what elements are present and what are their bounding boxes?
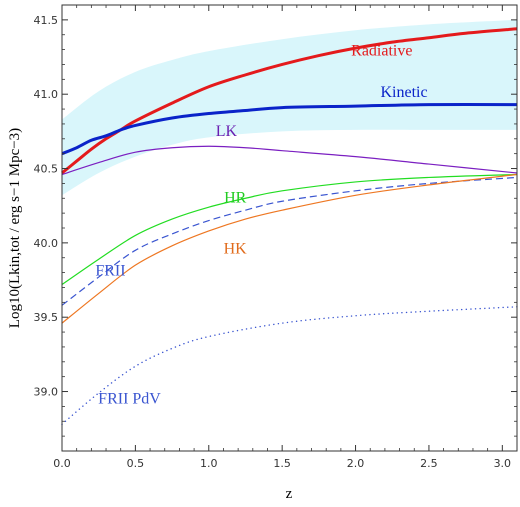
x-axis-label: z [286, 486, 293, 502]
x-tick-label: 0.0 [53, 457, 71, 470]
y-tick-label: 40.0 [34, 237, 59, 250]
series-label-frii-pdv: FRII PdV [98, 390, 161, 407]
series-line-radiative [61, 27, 518, 175]
series-annotations: Radiative Kinetic LK HR HK FRII FRII PdV [95, 43, 427, 408]
x-tick-label: 1.5 [273, 457, 291, 470]
y-tick-label: 41.5 [34, 14, 59, 27]
series-layer [61, 27, 518, 425]
series-line-frii [61, 176, 518, 306]
series-label-hr: HR [224, 190, 247, 207]
series-line-frii-pdv [61, 306, 518, 425]
x-tick-label: 2.0 [347, 457, 365, 470]
y-tick-label: 39.0 [34, 386, 59, 399]
y-tick-label: 41.0 [34, 88, 59, 101]
y-axis-label: Log10(Lkin,tot / erg s−1 Mpc−3) [7, 128, 23, 328]
series-line-hr [61, 173, 518, 285]
series-label-hk: HK [224, 240, 248, 257]
y-tick-label: 39.5 [34, 311, 59, 324]
series-label-lk: LK [216, 123, 238, 140]
series-label-frii: FRII [95, 263, 125, 280]
x-axis-ticks: 0.0 0.5 1.0 1.5 2.0 2.5 3.0 [53, 5, 511, 470]
series-label-radiative: Radiative [351, 43, 412, 60]
y-tick-label: 40.5 [34, 163, 59, 176]
y-axis-ticks: 39.0 39.5 40.0 40.5 41.0 41.5 [34, 14, 517, 437]
series-line-lk [61, 145, 518, 176]
x-tick-label: 3.0 [494, 457, 512, 470]
x-tick-label: 0.5 [127, 457, 145, 470]
series-line-kinetic [61, 102, 518, 156]
series-line-hk [61, 173, 518, 324]
x-tick-label: 1.0 [200, 457, 218, 470]
series-label-kinetic: Kinetic [381, 84, 428, 101]
x-tick-label: 2.5 [420, 457, 438, 470]
